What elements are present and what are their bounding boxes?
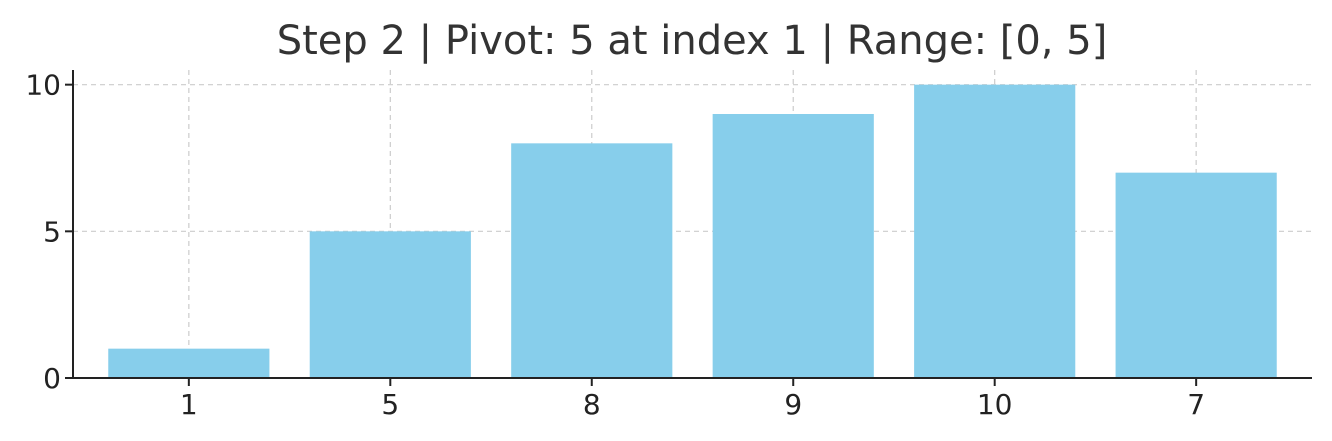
x-tick-label: 7 — [1187, 388, 1205, 421]
bar — [914, 84, 1076, 379]
bar — [1115, 172, 1277, 378]
x-tick-label: 9 — [784, 388, 802, 421]
bar — [712, 114, 874, 378]
chart-title: Step 2 | Pivot: 5 at index 1 | Range: [0… — [277, 18, 1108, 64]
axes — [65, 70, 1312, 386]
x-tick-label: 1 — [180, 388, 198, 421]
x-tick-label: 10 — [977, 388, 1013, 421]
y-tick-label: 10 — [25, 69, 61, 102]
bar — [511, 143, 673, 378]
y-tick-label: 5 — [43, 215, 61, 248]
bars — [108, 84, 1277, 379]
y-tick-label: 0 — [43, 362, 61, 395]
x-tick-label: 8 — [583, 388, 601, 421]
x-tick-label: 5 — [381, 388, 399, 421]
bar — [108, 348, 270, 378]
bar — [309, 231, 471, 378]
